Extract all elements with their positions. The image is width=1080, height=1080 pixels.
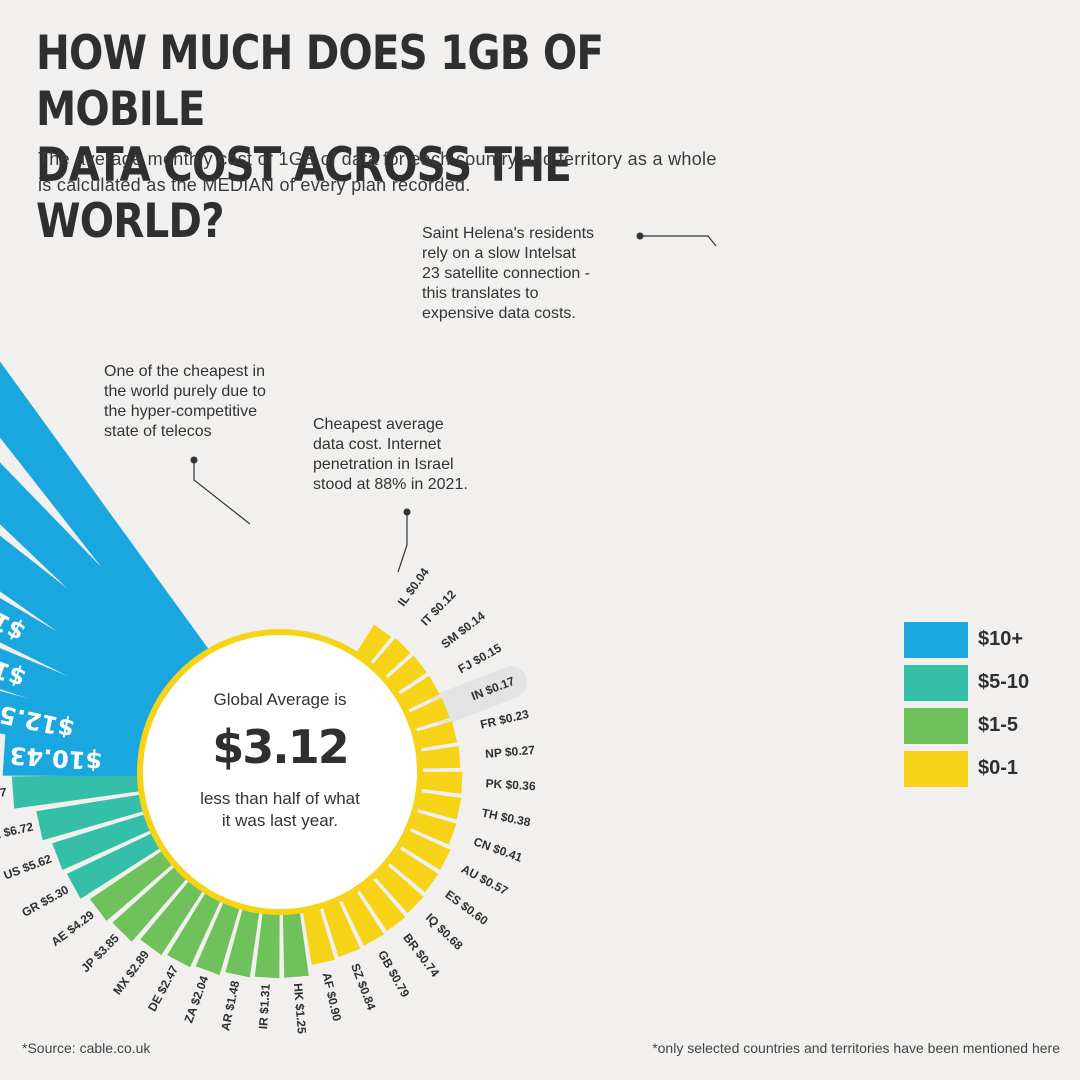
legend-label: $0-1 xyxy=(978,757,1019,779)
note-saint-helena: Saint Helena's residents rely on a slow … xyxy=(422,225,595,322)
category-value-label: MX $2.89 xyxy=(110,948,152,998)
category-value-label: GR $5.30 xyxy=(19,882,71,919)
legend-label: $1-5 xyxy=(978,714,1019,736)
category-value-label: GB $0.79 xyxy=(375,948,412,1000)
callout-line-india xyxy=(193,460,251,525)
bar-iq xyxy=(372,862,424,914)
bar-yemen xyxy=(0,648,157,738)
bar-s-o-tom-and-pr-ncipe xyxy=(0,535,181,705)
legend-item: $0-1 xyxy=(904,751,1054,794)
bar-cayman-islands xyxy=(2,731,146,777)
category-value-label: ZA $2.04 xyxy=(181,974,211,1025)
category-value-label: US $5.62 xyxy=(2,851,54,882)
category-value-label: AE $4.29 xyxy=(49,907,98,949)
bar-gr xyxy=(66,831,164,899)
category-value-label: IR $1.31 xyxy=(256,983,273,1029)
bar-za xyxy=(195,898,241,975)
bar-de xyxy=(167,889,223,968)
bar-mx xyxy=(140,878,205,956)
bar-il xyxy=(354,624,392,666)
category-value-label: SZ $0.84 xyxy=(348,961,379,1012)
source-note: *Source: cable.co.uk xyxy=(22,1040,151,1056)
legend-item: $1-5 xyxy=(904,708,1054,751)
callout-dot-saint-helena xyxy=(636,232,644,240)
category-value-label: JP $3.85 xyxy=(78,931,122,975)
bar-hk xyxy=(282,908,309,978)
bar-equatorial-guinea xyxy=(11,774,144,809)
bar-es xyxy=(386,846,439,893)
center-disc xyxy=(137,629,423,915)
category-value-label: BR $0.74 xyxy=(400,931,442,980)
global-average-panel: Global Average is $3.12 less than half o… xyxy=(170,690,390,832)
bar-sz xyxy=(321,897,361,958)
global-average-note: less than half of what it was last year. xyxy=(200,789,360,830)
legend-label: $5-10 xyxy=(978,671,1030,693)
bar-south-korea xyxy=(0,690,150,757)
category-value-label: AF $0.90 xyxy=(320,971,345,1023)
bar-fr xyxy=(412,721,457,750)
legend-swatch xyxy=(904,622,968,658)
callout-lines xyxy=(190,232,717,573)
note-israel: Cheapest average data cost. Internet pen… xyxy=(313,416,468,493)
bar-np xyxy=(416,746,461,769)
category-value-label: NZ $6.72 xyxy=(0,819,35,844)
bar-cn xyxy=(406,810,457,845)
category-value-label: NP $0.27 xyxy=(485,743,536,761)
bar-nz xyxy=(36,794,148,841)
legend-item: $10+ xyxy=(904,622,1054,665)
bar-af xyxy=(302,904,335,965)
category-value-label: IT $0.12 xyxy=(418,587,459,629)
callout-line-saint-helena xyxy=(640,235,717,247)
category-value-label: AU $0.57 xyxy=(459,862,511,898)
global-average-label: Global Average is xyxy=(213,690,347,709)
chart-title: HOW MUCH DOES 1GB OF MOBILE DATA COST AC… xyxy=(36,26,604,249)
category-value-label: SM $0.14 xyxy=(438,609,487,652)
bar-falkland-islands xyxy=(0,462,196,689)
bar-gb xyxy=(340,888,385,946)
note-india: One of the cheapest in the world purely … xyxy=(104,363,266,440)
category-value-label: DE $2.47 xyxy=(145,963,181,1014)
bar-in xyxy=(405,697,450,730)
bar-jp xyxy=(112,864,190,942)
bar-fj xyxy=(395,675,440,712)
footnote: *only selected countries and territories… xyxy=(652,1040,1060,1056)
bar-ir xyxy=(254,909,280,979)
category-value-label: CN $0.41 xyxy=(472,834,525,864)
legend: $10+ $5-10 $1-5 $0-1 xyxy=(904,622,1054,794)
category-value-label: IL $0.04 xyxy=(395,565,432,609)
bar-tokelau xyxy=(0,598,167,719)
legend-swatch xyxy=(904,751,968,787)
bar-us xyxy=(52,813,155,870)
callout-dot-india xyxy=(190,456,198,464)
category-value-label: ES $0.60 xyxy=(443,887,491,928)
legend-item: $5-10 xyxy=(904,665,1054,708)
bar-saint-helena xyxy=(0,361,212,674)
bar-br xyxy=(357,876,406,932)
bar-sm xyxy=(384,655,427,695)
bar-ar xyxy=(225,905,260,978)
bar-th xyxy=(413,791,462,820)
bar-it xyxy=(370,638,411,679)
bar-au xyxy=(397,829,451,870)
callout-dot-israel xyxy=(403,508,411,516)
category-value-label: TH $0.38 xyxy=(481,806,532,830)
category-value-label: IQ $0.68 xyxy=(423,911,466,953)
legend-swatch xyxy=(904,708,968,744)
legend-swatch xyxy=(904,665,968,701)
bar-ae xyxy=(89,848,176,921)
category-value-label: PK $0.36 xyxy=(485,776,536,793)
legend-label: $10+ xyxy=(978,628,1024,650)
category-value-label: FR $0.23 xyxy=(479,707,531,732)
chart-subtitle: The average monthly cost of 1GB of data … xyxy=(38,149,717,195)
global-average-value: $3.12 xyxy=(212,720,350,774)
category-value-label: Equatorial Guinea $9.57 xyxy=(0,785,7,809)
bar-pk xyxy=(417,771,463,794)
category-value-label: AR $1.48 xyxy=(218,979,242,1032)
callout-line-israel xyxy=(397,512,408,573)
category-value-label: HK $1.25 xyxy=(291,983,309,1035)
highlight-in xyxy=(428,666,528,725)
